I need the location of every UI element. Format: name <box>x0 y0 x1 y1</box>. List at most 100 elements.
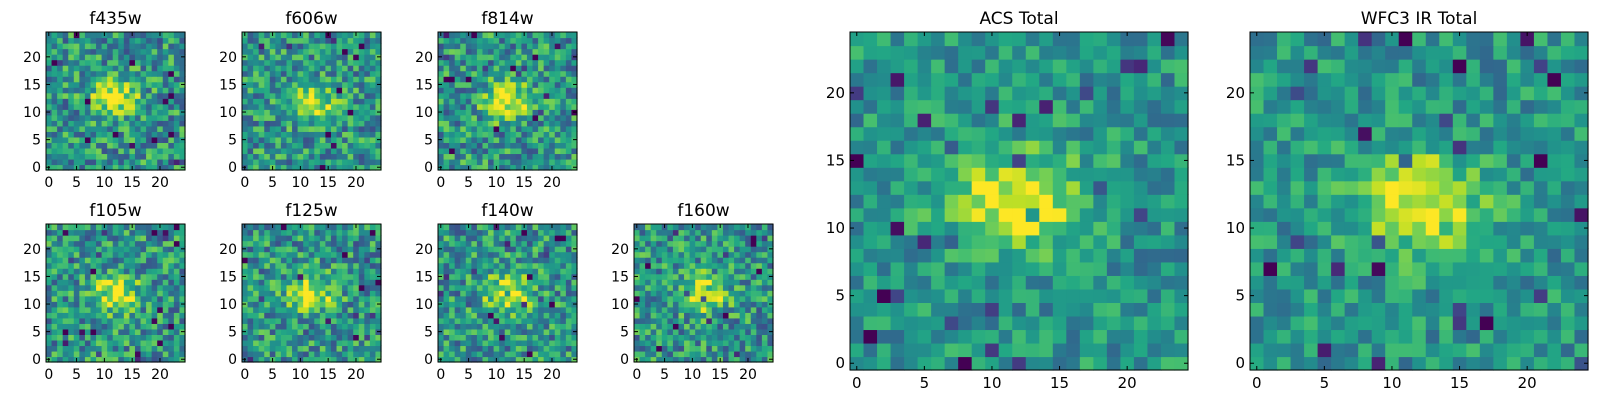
heatmap-cell <box>477 49 483 55</box>
heatmap-cell <box>337 329 343 335</box>
heatmap-cell <box>275 54 281 60</box>
heatmap-cell <box>253 142 259 148</box>
heatmap-cell <box>96 115 102 121</box>
heatmap-cell <box>695 230 701 236</box>
heatmap-cell <box>146 109 152 115</box>
x-tick-label: 5 <box>72 367 81 383</box>
heatmap-cell <box>673 318 679 324</box>
heatmap-cell <box>85 120 91 126</box>
heatmap-cell <box>57 246 63 252</box>
heatmap-cell <box>455 148 461 154</box>
heatmap-cell <box>298 153 304 159</box>
heatmap-cell <box>477 98 483 104</box>
heatmap-cell <box>113 279 119 285</box>
heatmap-cell <box>85 131 91 137</box>
heatmap-cell <box>90 312 96 318</box>
heatmap-cell <box>314 104 320 110</box>
heatmap-cell <box>163 301 169 307</box>
heatmap-cell <box>488 340 494 346</box>
heatmap-cell <box>163 340 169 346</box>
heatmap-cell <box>527 76 533 82</box>
heatmap-cell <box>146 60 152 66</box>
heatmap-cell <box>79 76 85 82</box>
heatmap-cell <box>533 159 539 165</box>
heatmap-cell <box>673 351 679 357</box>
heatmap-cell <box>533 54 539 60</box>
heatmap-cell <box>79 307 85 313</box>
heatmap-cell <box>286 38 292 44</box>
heatmap-cell <box>460 137 466 143</box>
heatmap-cell <box>107 230 113 236</box>
heatmap-cell <box>85 241 91 247</box>
heatmap-cell <box>533 351 539 357</box>
heatmap-cell <box>107 268 113 274</box>
heatmap-cell <box>510 87 516 93</box>
heatmap-cell <box>118 120 124 126</box>
heatmap-cell <box>494 318 500 324</box>
heatmap-cell <box>141 307 147 313</box>
heatmap-cell <box>1147 181 1161 195</box>
heatmap-cell <box>745 345 751 351</box>
heatmap-cell <box>90 224 96 230</box>
y-tick-label: 10 <box>415 297 433 313</box>
heatmap-cell <box>364 307 370 313</box>
heatmap-cell <box>1107 316 1121 330</box>
heatmap-cell <box>52 246 58 252</box>
heatmap-cell <box>656 268 662 274</box>
heatmap-cell <box>152 115 158 121</box>
heatmap-cell <box>359 54 365 60</box>
heatmap-cell <box>359 76 365 82</box>
heatmap-cell <box>466 274 472 280</box>
heatmap-cell <box>678 224 684 230</box>
heatmap-cell <box>466 230 472 236</box>
heatmap-cell <box>740 268 746 274</box>
heatmap-cell <box>141 323 147 329</box>
y-tick-label: 5 <box>424 133 433 149</box>
heatmap-cell <box>544 76 550 82</box>
heatmap-cell <box>309 312 315 318</box>
heatmap-cell <box>945 221 959 235</box>
heatmap-cell <box>449 38 455 44</box>
heatmap-cell <box>1012 289 1026 303</box>
heatmap-cell <box>96 32 102 38</box>
heatmap-cell <box>918 248 932 262</box>
heatmap-cell <box>96 235 102 241</box>
heatmap-cell <box>353 334 359 340</box>
heatmap-cell <box>505 323 511 329</box>
heatmap-cell <box>1174 235 1188 249</box>
heatmap-cell <box>729 323 735 329</box>
heatmap-cell <box>113 224 119 230</box>
heatmap-cell <box>46 153 52 159</box>
heatmap-cell <box>146 257 152 263</box>
heatmap-cell <box>690 268 696 274</box>
heatmap-cell <box>303 351 309 357</box>
heatmap-cell <box>516 71 522 77</box>
heatmap-cell <box>286 285 292 291</box>
heatmap-cell <box>57 142 63 148</box>
heatmap-cell <box>102 71 108 77</box>
heatmap-cell <box>527 159 533 165</box>
heatmap-cell <box>298 87 304 93</box>
heatmap-cell <box>248 329 254 335</box>
heatmap-cell <box>656 246 662 252</box>
heatmap-cell <box>52 120 58 126</box>
heatmap-cell <box>444 351 450 357</box>
heatmap-cell <box>488 235 494 241</box>
heatmap-cell <box>1093 302 1107 316</box>
heatmap-cell <box>864 181 878 195</box>
heatmap-cell <box>364 340 370 346</box>
heatmap-cell <box>320 345 326 351</box>
heatmap-cell <box>745 290 751 296</box>
heatmap-cell <box>521 246 527 252</box>
heatmap-cell <box>157 230 163 236</box>
heatmap-cell <box>118 98 124 104</box>
heatmap-cell <box>706 246 712 252</box>
heatmap-cell <box>298 279 304 285</box>
heatmap-cell <box>46 98 52 104</box>
heatmap-cell <box>544 340 550 346</box>
heatmap-cell <box>449 246 455 252</box>
heatmap-cell <box>678 345 684 351</box>
heatmap-cell <box>449 71 455 77</box>
heatmap-cell <box>337 98 343 104</box>
heatmap-cell <box>298 351 304 357</box>
